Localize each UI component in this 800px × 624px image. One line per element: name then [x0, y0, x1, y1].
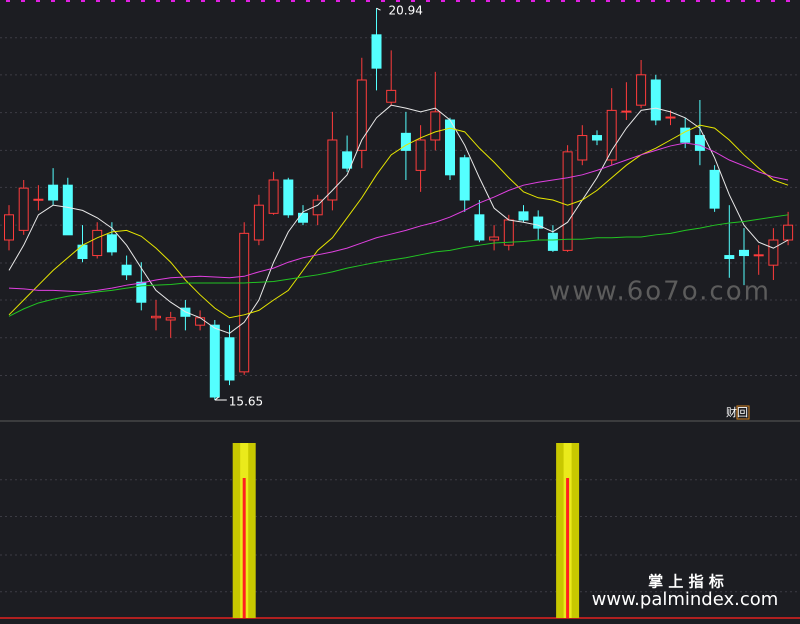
moving-average — [8, 124, 789, 319]
candle-body — [209, 324, 220, 398]
candle-body — [665, 116, 676, 119]
moving-average — [8, 104, 789, 334]
candle-body — [650, 79, 661, 121]
candle-body — [636, 74, 647, 106]
signal-line — [566, 478, 570, 618]
high-pointer — [376, 7, 381, 11]
candle-body — [459, 157, 470, 201]
candle-body — [62, 184, 73, 236]
candle-body — [151, 315, 161, 319]
candle-body — [724, 255, 735, 260]
brand-title: 掌 上 指 标 — [648, 573, 724, 591]
candle-body — [400, 132, 411, 151]
candle-body — [694, 135, 705, 151]
candle-body — [136, 281, 147, 303]
brand-url: www.palmindex.com — [592, 589, 779, 610]
candle-body — [709, 169, 720, 209]
candle-body — [92, 229, 103, 257]
candle-body — [680, 127, 691, 143]
candle-body — [474, 214, 485, 241]
candle-body — [327, 139, 338, 201]
signal-line — [242, 478, 246, 618]
candle-body — [592, 135, 602, 141]
candle-body — [283, 179, 294, 216]
moving-average — [8, 142, 789, 293]
low-pointer — [214, 396, 227, 401]
candle-body — [356, 79, 367, 151]
candle-body — [4, 214, 14, 241]
candle-body — [386, 89, 397, 103]
candle-body — [503, 219, 514, 246]
watermark: www.6o7o.com — [549, 277, 771, 307]
low-label: 15.65 — [229, 395, 263, 409]
candle-body — [562, 151, 573, 251]
badge-box — [736, 405, 750, 420]
candle-body — [165, 317, 176, 321]
candle-body — [753, 254, 764, 257]
candle-body — [621, 110, 632, 113]
candle-body — [577, 135, 588, 161]
candle-body — [768, 239, 779, 266]
candle-body — [533, 216, 544, 229]
badge: 财回 — [726, 405, 748, 419]
candle-body — [224, 337, 235, 381]
candle-body — [33, 198, 44, 201]
candle-body — [430, 111, 441, 141]
candle-body — [547, 232, 558, 251]
high-label: 20.94 — [389, 4, 423, 18]
candle-body — [48, 184, 59, 201]
candle-body — [195, 317, 206, 326]
candle-body — [415, 139, 426, 171]
candle-body — [298, 212, 308, 223]
candle-body — [106, 234, 117, 253]
candle-body — [783, 224, 794, 241]
candle-body — [77, 244, 88, 260]
candle-body — [239, 232, 250, 373]
moving-average — [8, 214, 789, 317]
candle-body — [739, 249, 749, 257]
candle-body — [18, 187, 29, 231]
candle-body — [268, 179, 279, 214]
candle-body — [371, 34, 382, 69]
candle-body — [342, 151, 353, 169]
candle-body — [606, 109, 617, 161]
candle-body — [253, 204, 264, 241]
candle-body — [121, 264, 132, 276]
candle-body — [489, 236, 500, 241]
candle-body — [518, 211, 529, 221]
